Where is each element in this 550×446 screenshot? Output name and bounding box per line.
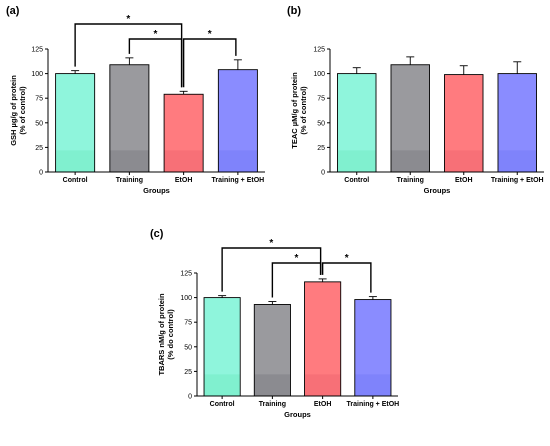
bar-lower-band	[55, 150, 95, 172]
category-label: EtOH	[314, 401, 332, 408]
bar-lower-band	[204, 374, 241, 396]
y-tick-label: 25	[317, 145, 325, 152]
category-label: Control	[344, 177, 369, 184]
x-axis-title: Groups	[284, 410, 311, 419]
category-label: Training + EtOH	[347, 401, 400, 408]
category-label: Training	[116, 177, 143, 184]
y-tick-label: 100	[313, 71, 325, 78]
y-tick-label: 0	[321, 170, 325, 177]
panel-label: (c)	[150, 228, 164, 240]
category-label: Control	[210, 401, 235, 408]
significance-bracket	[221, 247, 322, 292]
y-tick-label: 50	[184, 344, 192, 351]
significance-star: *	[154, 29, 158, 40]
significance-star: *	[345, 253, 349, 264]
significance-bracket	[321, 262, 372, 293]
significance-star: *	[208, 29, 212, 40]
y-tick-label: 25	[184, 369, 192, 376]
category-label: Control	[63, 177, 88, 184]
category-label: Training	[397, 177, 424, 184]
y-tick-label: 0	[188, 394, 192, 401]
bar-lower-band	[254, 374, 291, 396]
significance-bracket	[271, 262, 322, 298]
y-tick-label: 125	[180, 271, 192, 278]
bar-lower-band	[444, 150, 484, 172]
y-axis-title: TEAC µM/g of protein	[290, 72, 299, 149]
y-axis-title: (% of control)	[299, 86, 308, 135]
y-tick-label: 100	[180, 295, 192, 302]
category-label: Training + EtOH	[212, 177, 265, 184]
y-tick-label: 100	[31, 71, 43, 78]
bar-lower-band	[354, 374, 391, 396]
significance-bracket	[128, 38, 183, 88]
bar-lower-band	[218, 150, 258, 172]
bar-lower-band	[164, 150, 204, 172]
y-tick-label: 75	[184, 320, 192, 327]
category-label: EtOH	[455, 177, 473, 184]
y-tick-label: 75	[35, 96, 43, 103]
y-axis-title: TBARS nM/g of protein	[157, 293, 166, 375]
significance-bracket	[182, 38, 237, 88]
bar-lower-band	[109, 150, 149, 172]
chart-panel-1: (a) Control Training EtOH Training + EtOH 0 25…	[6, 5, 265, 195]
significance-star: *	[295, 253, 299, 264]
y-tick-label: 50	[317, 120, 325, 127]
y-tick-label: 125	[31, 47, 43, 54]
y-tick-label: 125	[313, 47, 325, 54]
significance-star: *	[269, 238, 273, 249]
category-label: EtOH	[175, 177, 193, 184]
y-axis-title: (% do control)	[166, 309, 175, 360]
y-axis-title: GSH µg/g of protein	[9, 75, 18, 146]
bar-lower-band	[390, 150, 430, 172]
y-axis-title: (% of control)	[18, 86, 27, 135]
y-tick-label: 50	[35, 120, 43, 127]
panel-label: (a)	[6, 5, 20, 17]
category-label: Training + EtOH	[491, 177, 544, 184]
x-axis-title: Groups	[424, 186, 451, 195]
bar-lower-band	[337, 150, 377, 172]
category-label: Training	[259, 401, 286, 408]
y-tick-label: 0	[39, 170, 43, 177]
significance-star: *	[126, 14, 130, 25]
bar-lower-band	[304, 374, 341, 396]
y-tick-label: 75	[317, 96, 325, 103]
chart-panel-3: (c) Control Training EtOH Training + EtOH 0 25…	[150, 228, 399, 419]
chart-panel-2: (b) Control Training EtOH Training + EtOH 0 25…	[287, 5, 544, 195]
panel-label: (b)	[287, 5, 301, 17]
bar-lower-band	[497, 150, 537, 172]
x-axis-title: Groups	[143, 186, 170, 195]
y-tick-label: 25	[35, 145, 43, 152]
